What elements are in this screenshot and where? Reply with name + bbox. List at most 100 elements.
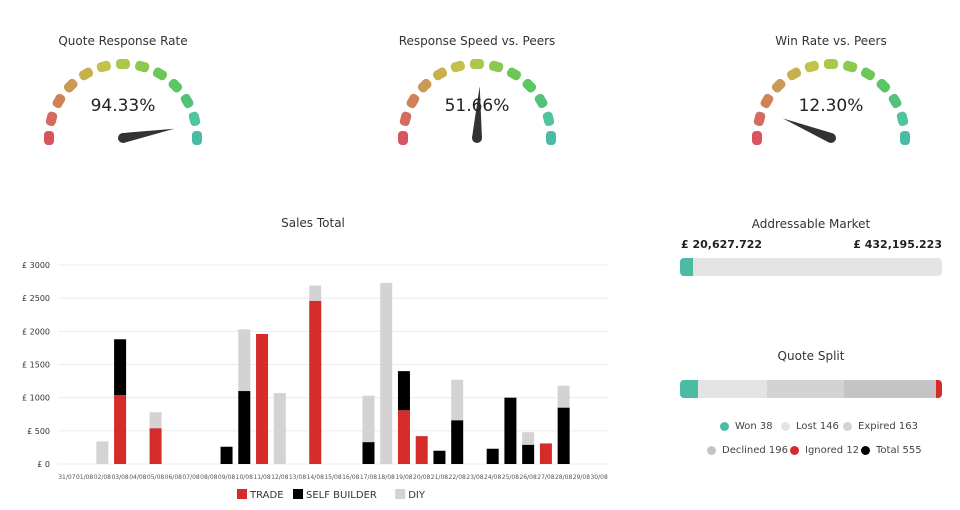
gauge-dial (398, 59, 556, 145)
x-tick-label: 24/08 (484, 474, 501, 481)
x-tick-label: 05/08 (147, 474, 164, 481)
gauge-needle (782, 118, 833, 143)
legend-dot (781, 422, 790, 431)
legend-declined: Declined 196 (707, 445, 788, 456)
legend-label: Expired 163 (858, 421, 919, 432)
gauge-segment (152, 67, 168, 81)
gauge-segment (96, 60, 112, 73)
y-tick-label: £ 500 (27, 427, 50, 436)
gauge-segment (888, 93, 902, 109)
gauge-win-rate: Win Rate vs. Peers 12.30% (736, 30, 926, 150)
legend-dot (720, 422, 729, 431)
bar-diy (557, 385, 570, 408)
legend-label: SELF BUILDER (306, 490, 377, 501)
gauge-needle-hub (118, 133, 128, 143)
legend-won: Won 38 (720, 421, 773, 432)
gauge-segment (760, 93, 774, 109)
y-tick-label: £ 3000 (22, 261, 50, 270)
gauge-segment (52, 93, 66, 109)
market-left-value: £ 20,627.722 (681, 238, 763, 251)
legend-dot (790, 446, 799, 455)
x-tick-label: 07/08 (182, 474, 199, 481)
bar-diy (96, 441, 109, 464)
bar-trade (149, 428, 162, 464)
bar-trade (397, 410, 410, 464)
bar-diy (309, 285, 322, 301)
bar-self-builder (451, 420, 464, 464)
gauge-segment (896, 111, 909, 127)
bar-self-builder (486, 448, 499, 464)
gauge-segment (180, 93, 194, 109)
y-tick-label: £ 1500 (22, 361, 50, 370)
gauge-segment (45, 111, 58, 127)
market-right-value: £ 432,195.223 (853, 238, 942, 251)
x-tick-label: 29/08 (573, 474, 590, 481)
gauge-segment (116, 59, 130, 69)
y-tick-label: £ 2000 (22, 327, 50, 336)
gauge-segment (432, 67, 448, 81)
gauge-segment (876, 78, 891, 93)
legend-lost: Lost 146 (781, 421, 839, 432)
x-tick-label: 21/08 (431, 474, 448, 481)
gauge-needle-hub (472, 133, 482, 143)
x-tick-label: 03/08 (111, 474, 128, 481)
gauge-segment (534, 93, 548, 109)
bar-self-builder (522, 444, 535, 464)
addressable-market-bar (680, 258, 942, 276)
gauge-value: 94.33% (90, 96, 156, 116)
legend-swatch (237, 489, 247, 499)
gauge-response-speed: Response Speed vs. Peers 51.66% (382, 30, 572, 150)
gauge-title: Quote Response Rate (58, 34, 188, 48)
gauge-segment (842, 60, 858, 73)
quote-split-title: Quote Split (777, 349, 845, 363)
x-tick-label: 18/08 (378, 474, 395, 481)
gauge-segment (406, 93, 420, 109)
sales-total-chart: Sales Total £ 0 £ 500 £ 1000 £ 1500 £ 2000 £ 2… (22, 216, 608, 501)
bar-self-builder (397, 371, 410, 411)
legend-label: Lost 146 (796, 421, 839, 432)
bar-diy (380, 282, 393, 464)
x-tick-label: 22/08 (449, 474, 466, 481)
split-segment (697, 380, 767, 398)
bar-diy (522, 432, 535, 445)
y-tick-label: £ 0 (37, 460, 50, 469)
x-tick-label: 27/08 (537, 474, 554, 481)
bar-self-builder (238, 391, 251, 464)
y-tick-label: £ 2500 (22, 294, 50, 303)
bar-self-builder (362, 442, 375, 464)
gauge-segment (398, 131, 408, 145)
addressable-market-title: Addressable Market (751, 217, 871, 231)
x-tick-label: 11/08 (253, 474, 270, 481)
x-tick-label: 04/08 (129, 474, 146, 481)
gauge-segment (860, 67, 876, 81)
bar-self-builder (557, 407, 570, 464)
gauge-segment (824, 59, 838, 69)
legend-ignored: Ignored 12 (790, 445, 859, 456)
gauge-value: 51.66% (444, 96, 510, 116)
gauge-segment (188, 111, 201, 127)
gauge-segment (522, 78, 537, 93)
market-fill (680, 258, 693, 276)
bar-diy (238, 329, 251, 392)
gauge-segment (900, 131, 910, 145)
gauge-needle (122, 128, 175, 143)
legend-dot (861, 446, 870, 455)
gauge-title: Response Speed vs. Peers (398, 34, 556, 48)
gauge-segment (192, 131, 202, 145)
split-segment (843, 380, 937, 398)
gauge-segment (488, 60, 504, 73)
bar-trade (415, 436, 428, 464)
bar-trade (256, 333, 269, 464)
gauge-segment (417, 78, 432, 93)
x-tick-label: 08/08 (200, 474, 217, 481)
bar-trade (114, 395, 127, 464)
gauge-segment (771, 78, 786, 93)
gauge-segment (752, 131, 762, 145)
legend-swatch (293, 489, 303, 499)
legend-label: DIY (408, 490, 426, 501)
x-tick-label: 15/08 (324, 474, 341, 481)
quote-split-bar (680, 380, 942, 398)
gauge-segment (542, 111, 555, 127)
gauge-segment (63, 78, 78, 93)
gauge-segment (546, 131, 556, 145)
